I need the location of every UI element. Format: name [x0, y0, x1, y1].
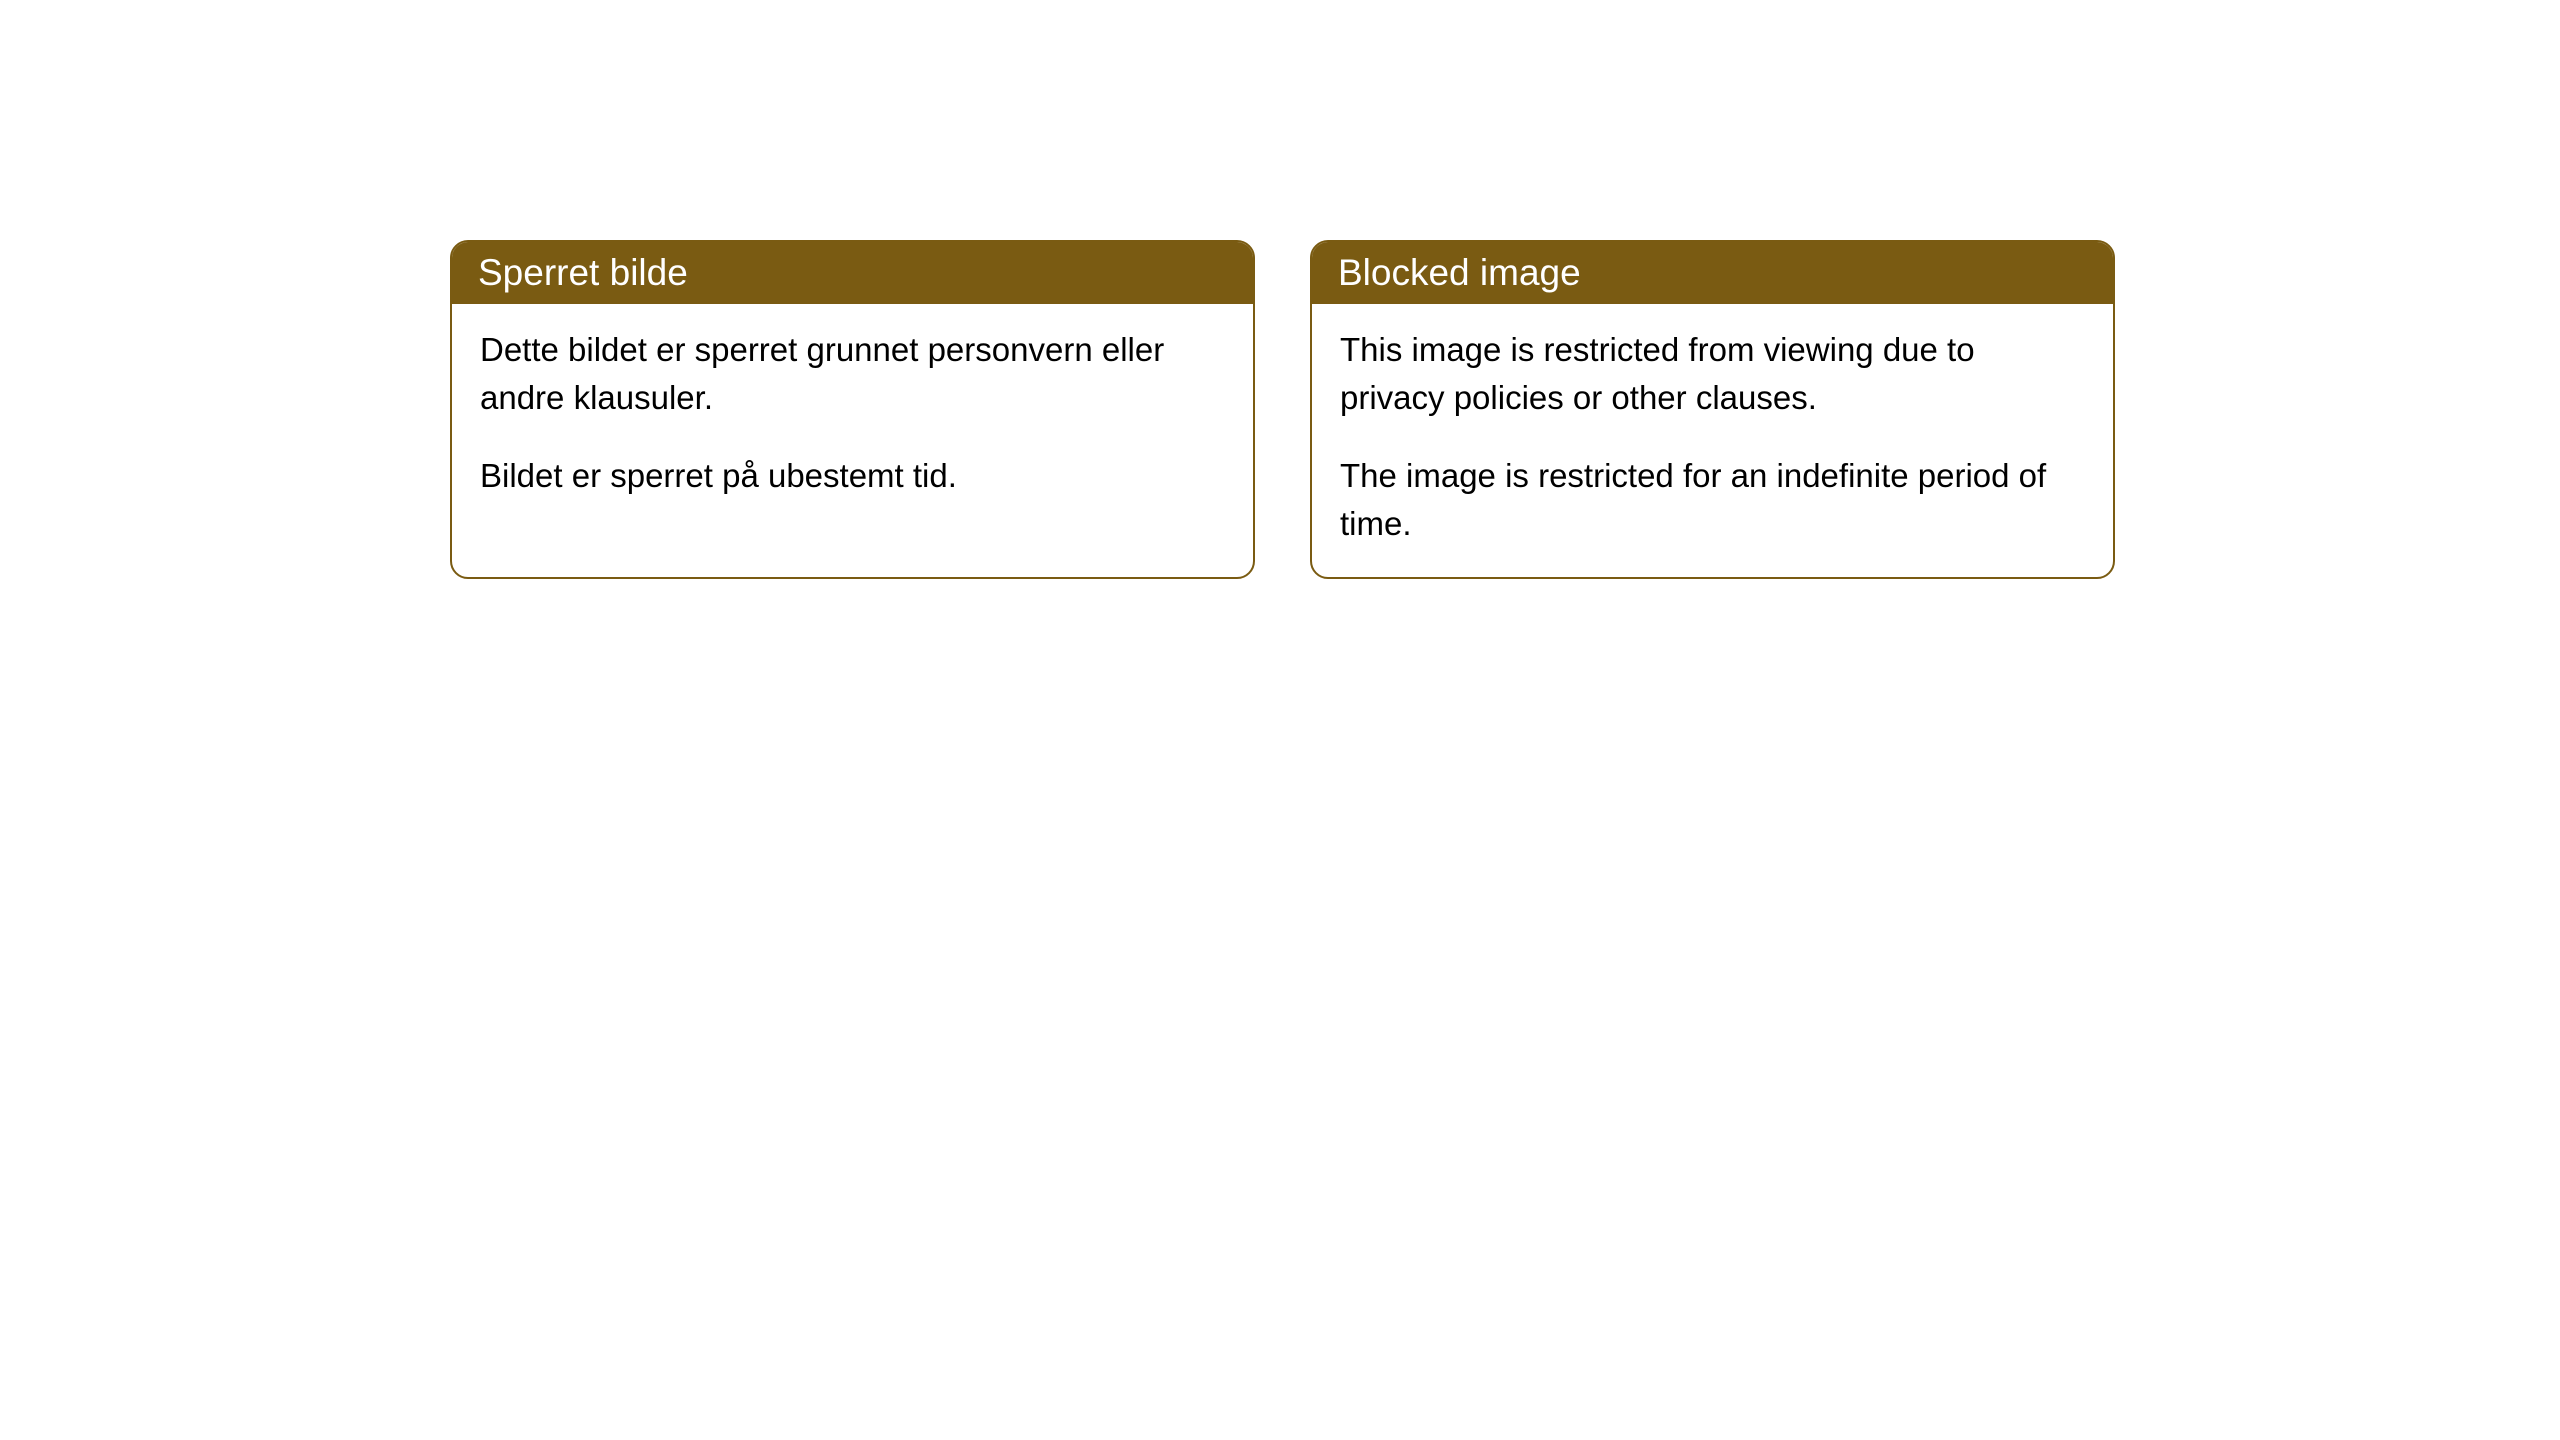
- blocked-image-card-no: Sperret bilde Dette bildet er sperret gr…: [450, 240, 1255, 579]
- card-header-no: Sperret bilde: [452, 242, 1253, 304]
- card-header-en: Blocked image: [1312, 242, 2113, 304]
- card-title-no: Sperret bilde: [478, 252, 688, 293]
- card-title-en: Blocked image: [1338, 252, 1581, 293]
- card-text-no-1: Dette bildet er sperret grunnet personve…: [480, 326, 1225, 422]
- card-text-en-2: The image is restricted for an indefinit…: [1340, 452, 2085, 548]
- card-text-en-1: This image is restricted from viewing du…: [1340, 326, 2085, 422]
- card-body-no: Dette bildet er sperret grunnet personve…: [452, 304, 1253, 530]
- blocked-image-card-en: Blocked image This image is restricted f…: [1310, 240, 2115, 579]
- notice-cards-container: Sperret bilde Dette bildet er sperret gr…: [450, 240, 2115, 579]
- card-text-no-2: Bildet er sperret på ubestemt tid.: [480, 452, 1225, 500]
- card-body-en: This image is restricted from viewing du…: [1312, 304, 2113, 577]
